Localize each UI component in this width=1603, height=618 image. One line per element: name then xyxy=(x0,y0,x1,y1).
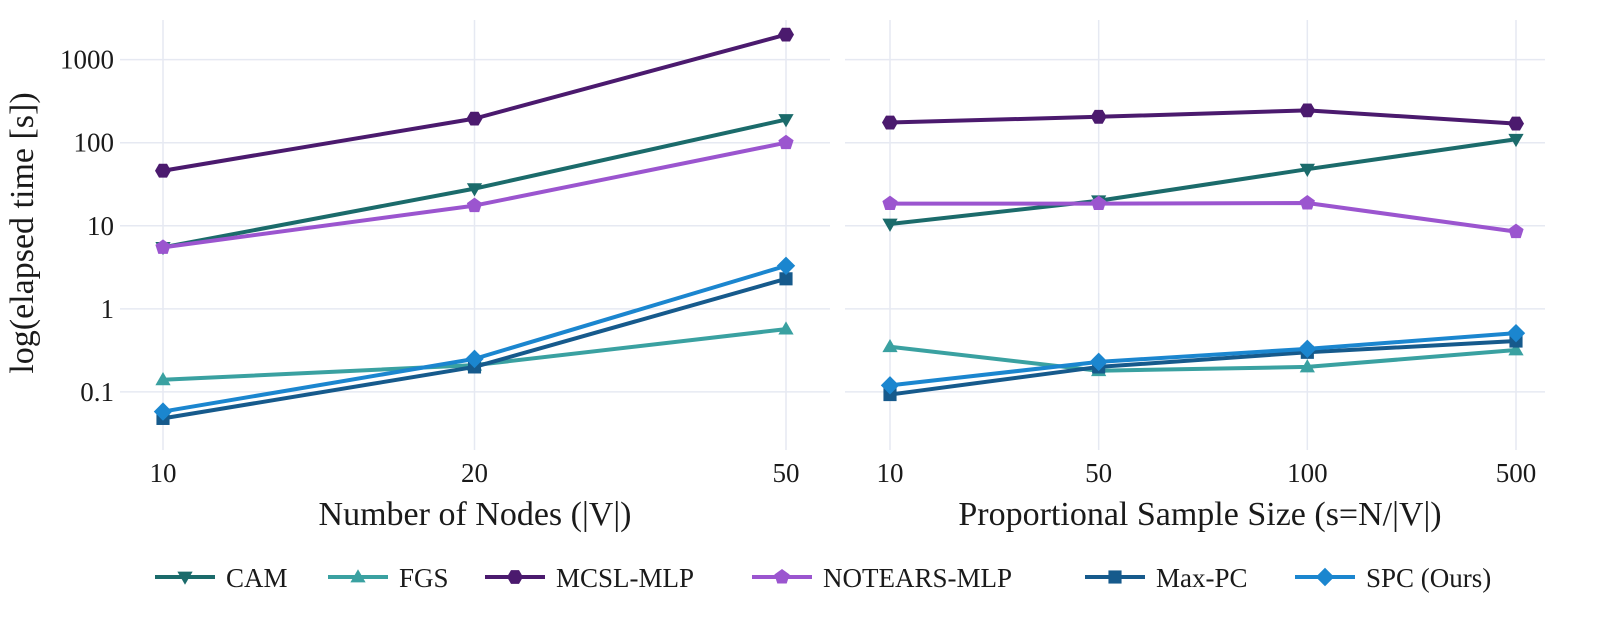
legend-item-max-pc: Max-PC xyxy=(1085,563,1248,593)
legend-marker xyxy=(350,569,366,583)
panel-1-notears-mlp-point xyxy=(466,197,483,213)
legend-item-fgs: FGS xyxy=(328,563,449,593)
panel-2-spc-ours-line xyxy=(889,331,1517,388)
panel-2-spc-ours-point xyxy=(880,376,900,395)
panel-1-cam-point xyxy=(466,183,483,197)
panel-2-fgs-point xyxy=(1299,359,1315,373)
panel-1-x-tick-label: 50 xyxy=(773,458,800,488)
panel-2-x-axis-title: Proportional Sample Size (s=N/|V|) xyxy=(958,496,1441,533)
panel-2-cam-line xyxy=(889,137,1517,227)
panel-2-fgs-point xyxy=(1508,342,1524,356)
legend-item-mcsl-mlp: MCSL-MLP xyxy=(485,563,694,593)
panel-2-cam-point xyxy=(1508,133,1524,148)
panel-2-mcsl-mlp-point xyxy=(1299,103,1316,118)
panel-2-mcsl-mlp-point xyxy=(882,115,898,130)
y-tick-label: 0.1 xyxy=(80,377,114,407)
panel-2-notears-mlp-point xyxy=(1508,223,1524,239)
y-axis-title: log(elapsed time [s]) xyxy=(4,92,41,373)
panel-2-fgs-line xyxy=(889,344,1517,373)
y-tick-label: 100 xyxy=(74,128,115,158)
legend-marker xyxy=(1108,570,1122,584)
panel-2-x-tick-label: 100 xyxy=(1287,458,1328,488)
y-tick-label: 1 xyxy=(101,294,115,324)
panel-1-spc-ours-point xyxy=(465,349,484,369)
legend-item-cam: CAM xyxy=(155,563,288,593)
panel-2-max-pc-line xyxy=(889,339,1517,397)
panel-2-cam-point xyxy=(1299,163,1315,177)
panel-2-fgs-point xyxy=(882,338,898,353)
panel-2-spc-ours-point xyxy=(1298,339,1317,359)
legend-item-notears-mlp: NOTEARS-MLP xyxy=(752,563,1012,593)
panel-1-cam-point xyxy=(778,114,794,128)
panel-1-fgs-point xyxy=(155,371,171,386)
panel-2-notears-mlp-point xyxy=(1091,195,1107,211)
panel-2-mcsl-mlp-point xyxy=(1090,109,1107,124)
panel-2-x-tick-label: 500 xyxy=(1496,458,1537,488)
panel-1-spc-ours-point xyxy=(153,402,173,421)
panel-2-mcsl-mlp-line xyxy=(889,108,1517,126)
y-tick-label: 1000 xyxy=(60,45,114,75)
panel-1-notears-mlp-point xyxy=(155,239,171,254)
panel-2-notears-mlp-point xyxy=(1299,195,1315,210)
panel-2-mcsl-mlp-point xyxy=(1508,116,1524,131)
legend-label: SPC (Ours) xyxy=(1366,563,1491,593)
panel-2-cam-point xyxy=(882,218,898,232)
panel-2-spc-ours-point xyxy=(1089,352,1108,372)
legend-marker xyxy=(774,569,790,584)
legend-label: FGS xyxy=(399,563,449,593)
y-tick-label: 10 xyxy=(87,211,114,241)
panel-1-max-pc-point xyxy=(779,272,793,286)
panel-2-x-tick-label: 10 xyxy=(877,458,904,488)
legend-label: NOTEARS-MLP xyxy=(823,563,1012,593)
panel-1-x-tick-label: 20 xyxy=(461,458,488,488)
legend-marker xyxy=(1315,567,1335,587)
panel-1-mcsl-mlp-point xyxy=(466,111,483,126)
legend-label: CAM xyxy=(226,563,288,593)
legend-label: MCSL-MLP xyxy=(556,563,694,593)
panel-2-spc-ours-point xyxy=(1506,323,1526,343)
panel-1-x-axis-title: Number of Nodes (|V|) xyxy=(319,496,632,533)
legend-marker xyxy=(177,571,193,585)
panel-1-fgs-point xyxy=(778,321,794,335)
panel-1-notears-mlp-point xyxy=(778,134,794,150)
panel-1-mcsl-mlp-point xyxy=(778,27,794,42)
panel-2-notears-mlp-point xyxy=(882,195,898,211)
panel-1-mcsl-mlp-point xyxy=(155,163,171,178)
legend-item-spc-ours: SPC (Ours) xyxy=(1295,563,1491,593)
panel-2-x-tick-label: 50 xyxy=(1085,458,1112,488)
panel-2-notears-mlp-line xyxy=(890,201,1517,234)
panel-1-spc-ours-point xyxy=(776,256,796,275)
legend-label: Max-PC xyxy=(1156,563,1248,593)
panel-1-x-tick-label: 10 xyxy=(150,458,177,488)
legend-marker xyxy=(507,570,523,584)
